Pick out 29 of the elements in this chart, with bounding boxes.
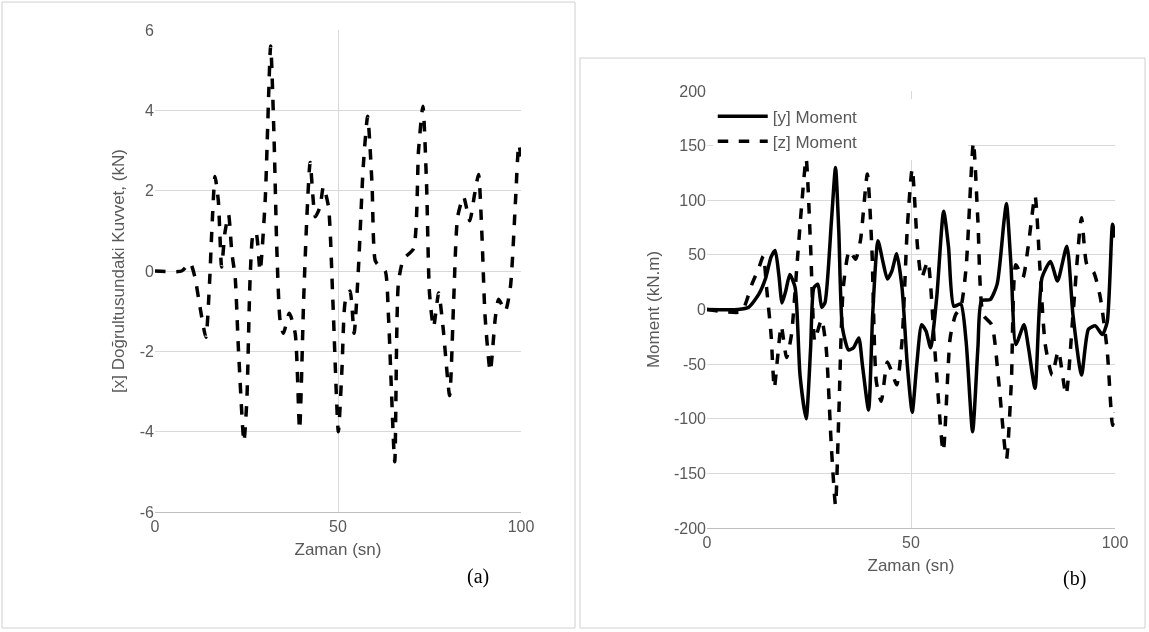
x-axis-title: Zaman (sn): [867, 555, 955, 575]
y-tick-label: 2: [145, 182, 155, 200]
y-axis-title: Moment (kN.m): [643, 250, 663, 369]
x-tick-label: 100: [507, 518, 535, 536]
y-tick-label: -150: [673, 464, 707, 482]
y-tick-label: 50: [688, 246, 707, 264]
y-tick-label: 0: [697, 301, 707, 319]
y-tick-label: 4: [145, 101, 155, 119]
y-tick-label: 0: [145, 262, 155, 280]
legend-label: [y] Moment: [772, 107, 858, 127]
y-axis-title: [x] Doğrultusundaki Kuvvet, (kN): [109, 149, 129, 393]
y-tick-label: 150: [679, 137, 707, 155]
line-series: [155, 44, 521, 464]
x-axis-title: Zaman (sn): [294, 539, 382, 559]
text: (b): [1063, 567, 1087, 590]
text: (a): [467, 565, 490, 588]
y-tick-label: -200: [673, 519, 707, 537]
x-tick-label: 100: [1101, 534, 1129, 552]
x-tick-label: 50: [329, 518, 347, 536]
y-tick-label: -4: [139, 423, 155, 441]
y-tick-label: -50: [682, 355, 707, 373]
y-tick-label: 200: [679, 82, 707, 100]
y-tick-label: 100: [679, 191, 707, 209]
y-tick-label: -2: [139, 342, 155, 360]
y-tick-label: -100: [673, 410, 707, 428]
y-tick-label: -6: [139, 503, 155, 521]
legend-label: [z] Moment: [772, 132, 858, 152]
x-tick-label: 50: [902, 534, 920, 552]
y-tick-label: 6: [145, 21, 155, 39]
